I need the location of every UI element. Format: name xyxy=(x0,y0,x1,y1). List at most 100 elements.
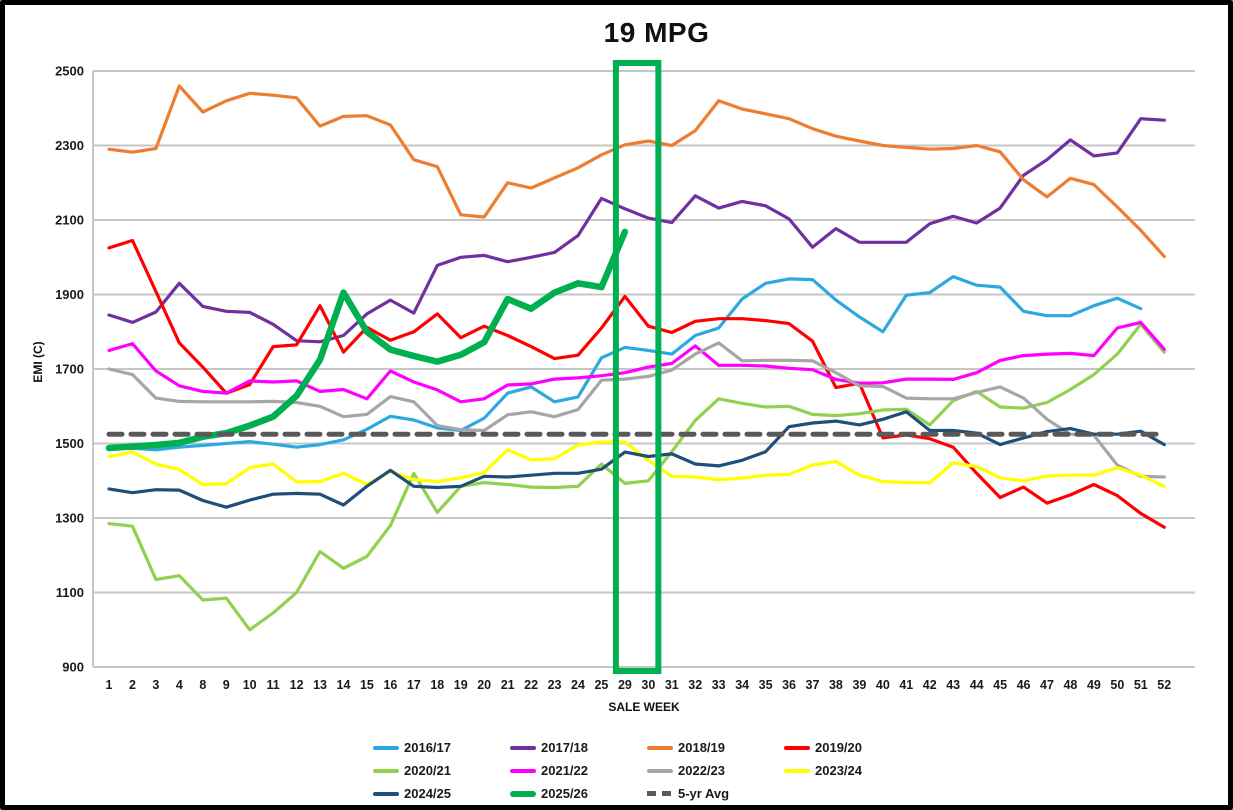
x-tick-label: 46 xyxy=(1017,678,1031,692)
x-tick-label: 4 xyxy=(176,678,183,692)
x-tick-label: 49 xyxy=(1087,678,1101,692)
x-tick-label: 41 xyxy=(899,678,913,692)
x-tick-label: 51 xyxy=(1134,678,1148,692)
y-tick-label: 1700 xyxy=(55,362,84,377)
y-tick-label: 2300 xyxy=(55,138,84,153)
series-2020-21 xyxy=(107,322,1166,632)
x-tick-label: 36 xyxy=(782,678,796,692)
legend-label: 2020/21 xyxy=(404,763,451,778)
legend-label: 2018/19 xyxy=(678,740,725,755)
legend-swatch xyxy=(373,768,399,773)
series-2024-25 xyxy=(107,410,1166,509)
x-tick-label: 31 xyxy=(665,678,679,692)
legend-item: 2023/24 xyxy=(784,763,921,778)
x-tick-label: 11 xyxy=(267,678,280,692)
legend-item: 2022/23 xyxy=(647,763,784,778)
highlight-box xyxy=(612,60,662,674)
x-tick-label: 13 xyxy=(313,678,327,692)
legend-label: 2016/17 xyxy=(404,740,451,755)
legend-item: 2020/21 xyxy=(373,763,510,778)
legend-label: 2019/20 xyxy=(815,740,862,755)
x-tick-label: 35 xyxy=(759,678,773,692)
legend-label: 2024/25 xyxy=(404,786,451,801)
x-tick-label: 37 xyxy=(806,678,820,692)
x-tick-label: 2 xyxy=(129,678,136,692)
legend-swatch xyxy=(373,791,399,796)
series-2017-18 xyxy=(107,117,1166,344)
series-2022-23 xyxy=(107,341,1166,479)
x-tick-label: 3 xyxy=(152,678,159,692)
legend-swatch xyxy=(647,791,673,796)
x-tick-label: 22 xyxy=(524,678,538,692)
x-tick-label: 8 xyxy=(199,678,206,692)
legend-item: 5-yr Avg xyxy=(647,786,784,801)
x-tick-label: 44 xyxy=(970,678,984,692)
x-tick-label: 12 xyxy=(290,678,304,692)
x-tick-label: 39 xyxy=(852,678,866,692)
x-tick-label: 33 xyxy=(712,678,726,692)
x-tick-label: 45 xyxy=(993,678,1007,692)
x-tick-label: 38 xyxy=(829,678,843,692)
x-axis-title: SALE WEEK xyxy=(608,700,680,714)
series-2018-19 xyxy=(107,84,1166,259)
legend-item: 2018/19 xyxy=(647,740,784,755)
x-tick-label: 15 xyxy=(360,678,374,692)
legend-swatch xyxy=(373,745,399,750)
x-tick-label: 47 xyxy=(1040,678,1054,692)
legend-swatch xyxy=(647,745,673,750)
legend-label: 2017/18 xyxy=(541,740,588,755)
legend-item: 2016/17 xyxy=(373,740,510,755)
legend-item: 2025/26 xyxy=(510,786,647,801)
x-tick-label: 40 xyxy=(876,678,890,692)
y-tick-label: 2500 xyxy=(55,64,84,79)
x-tick-label: 25 xyxy=(594,678,608,692)
legend-swatch xyxy=(510,745,536,750)
x-tick-label: 19 xyxy=(454,678,468,692)
legend-swatch xyxy=(784,768,810,773)
x-tick-label: 24 xyxy=(571,678,585,692)
series-2021-22 xyxy=(107,320,1166,404)
x-tick-label: 16 xyxy=(383,678,397,692)
x-tick-label: 48 xyxy=(1063,678,1077,692)
legend-label: 2022/23 xyxy=(678,763,725,778)
series-2025-26 xyxy=(105,228,629,452)
y-tick-label: 1100 xyxy=(56,585,84,600)
legend-item: 2017/18 xyxy=(510,740,647,755)
x-tick-label: 17 xyxy=(407,678,421,692)
x-tick-label: 14 xyxy=(337,678,351,692)
x-tick-label: 9 xyxy=(223,678,230,692)
legend-item: 2019/20 xyxy=(784,740,921,755)
legend-label: 2021/22 xyxy=(541,763,588,778)
series-2023-24 xyxy=(107,440,1166,488)
legend-swatch xyxy=(510,790,536,797)
x-tick-label: 10 xyxy=(243,678,257,692)
x-tick-label: 1 xyxy=(106,678,113,692)
x-tick-label: 20 xyxy=(477,678,491,692)
x-tick-label: 23 xyxy=(548,678,562,692)
chart-title: 19 MPG xyxy=(603,17,710,48)
x-tick-label: 29 xyxy=(618,678,632,692)
legend-swatch xyxy=(784,745,810,750)
legend-item: 2024/25 xyxy=(373,786,510,801)
legend: 2016/17 2017/18 2018/19 2019/20 2020/21 2021/… xyxy=(373,736,921,805)
x-tick-label: 52 xyxy=(1157,678,1171,692)
x-tick-label: 32 xyxy=(688,678,702,692)
y-tick-label: 2100 xyxy=(55,213,84,228)
series-2019-20 xyxy=(107,238,1166,529)
x-tick-label: 50 xyxy=(1110,678,1124,692)
y-tick-label: 900 xyxy=(62,660,84,675)
y-tick-label: 1300 xyxy=(55,511,84,526)
legend-label: 2025/26 xyxy=(541,786,588,801)
legend-swatch xyxy=(647,768,673,773)
y-tick-label: 1500 xyxy=(55,436,84,451)
x-tick-label: 30 xyxy=(641,678,655,692)
legend-swatch xyxy=(510,768,536,773)
x-tick-label: 34 xyxy=(735,678,749,692)
x-tick-label: 43 xyxy=(946,678,960,692)
legend-label: 5-yr Avg xyxy=(678,786,730,801)
legend-label: 2023/24 xyxy=(815,763,862,778)
series-2016-17 xyxy=(107,275,1143,452)
x-tick-label: 42 xyxy=(923,678,937,692)
